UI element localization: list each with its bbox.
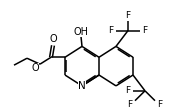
Text: O: O <box>49 34 57 44</box>
Text: N: N <box>78 81 86 91</box>
Text: F: F <box>158 100 163 109</box>
Text: OH: OH <box>74 27 89 37</box>
Text: F: F <box>127 100 133 109</box>
Text: F: F <box>125 86 131 95</box>
Text: F: F <box>108 26 114 35</box>
Text: F: F <box>125 11 131 20</box>
Text: F: F <box>142 26 147 35</box>
Text: O: O <box>31 63 39 73</box>
